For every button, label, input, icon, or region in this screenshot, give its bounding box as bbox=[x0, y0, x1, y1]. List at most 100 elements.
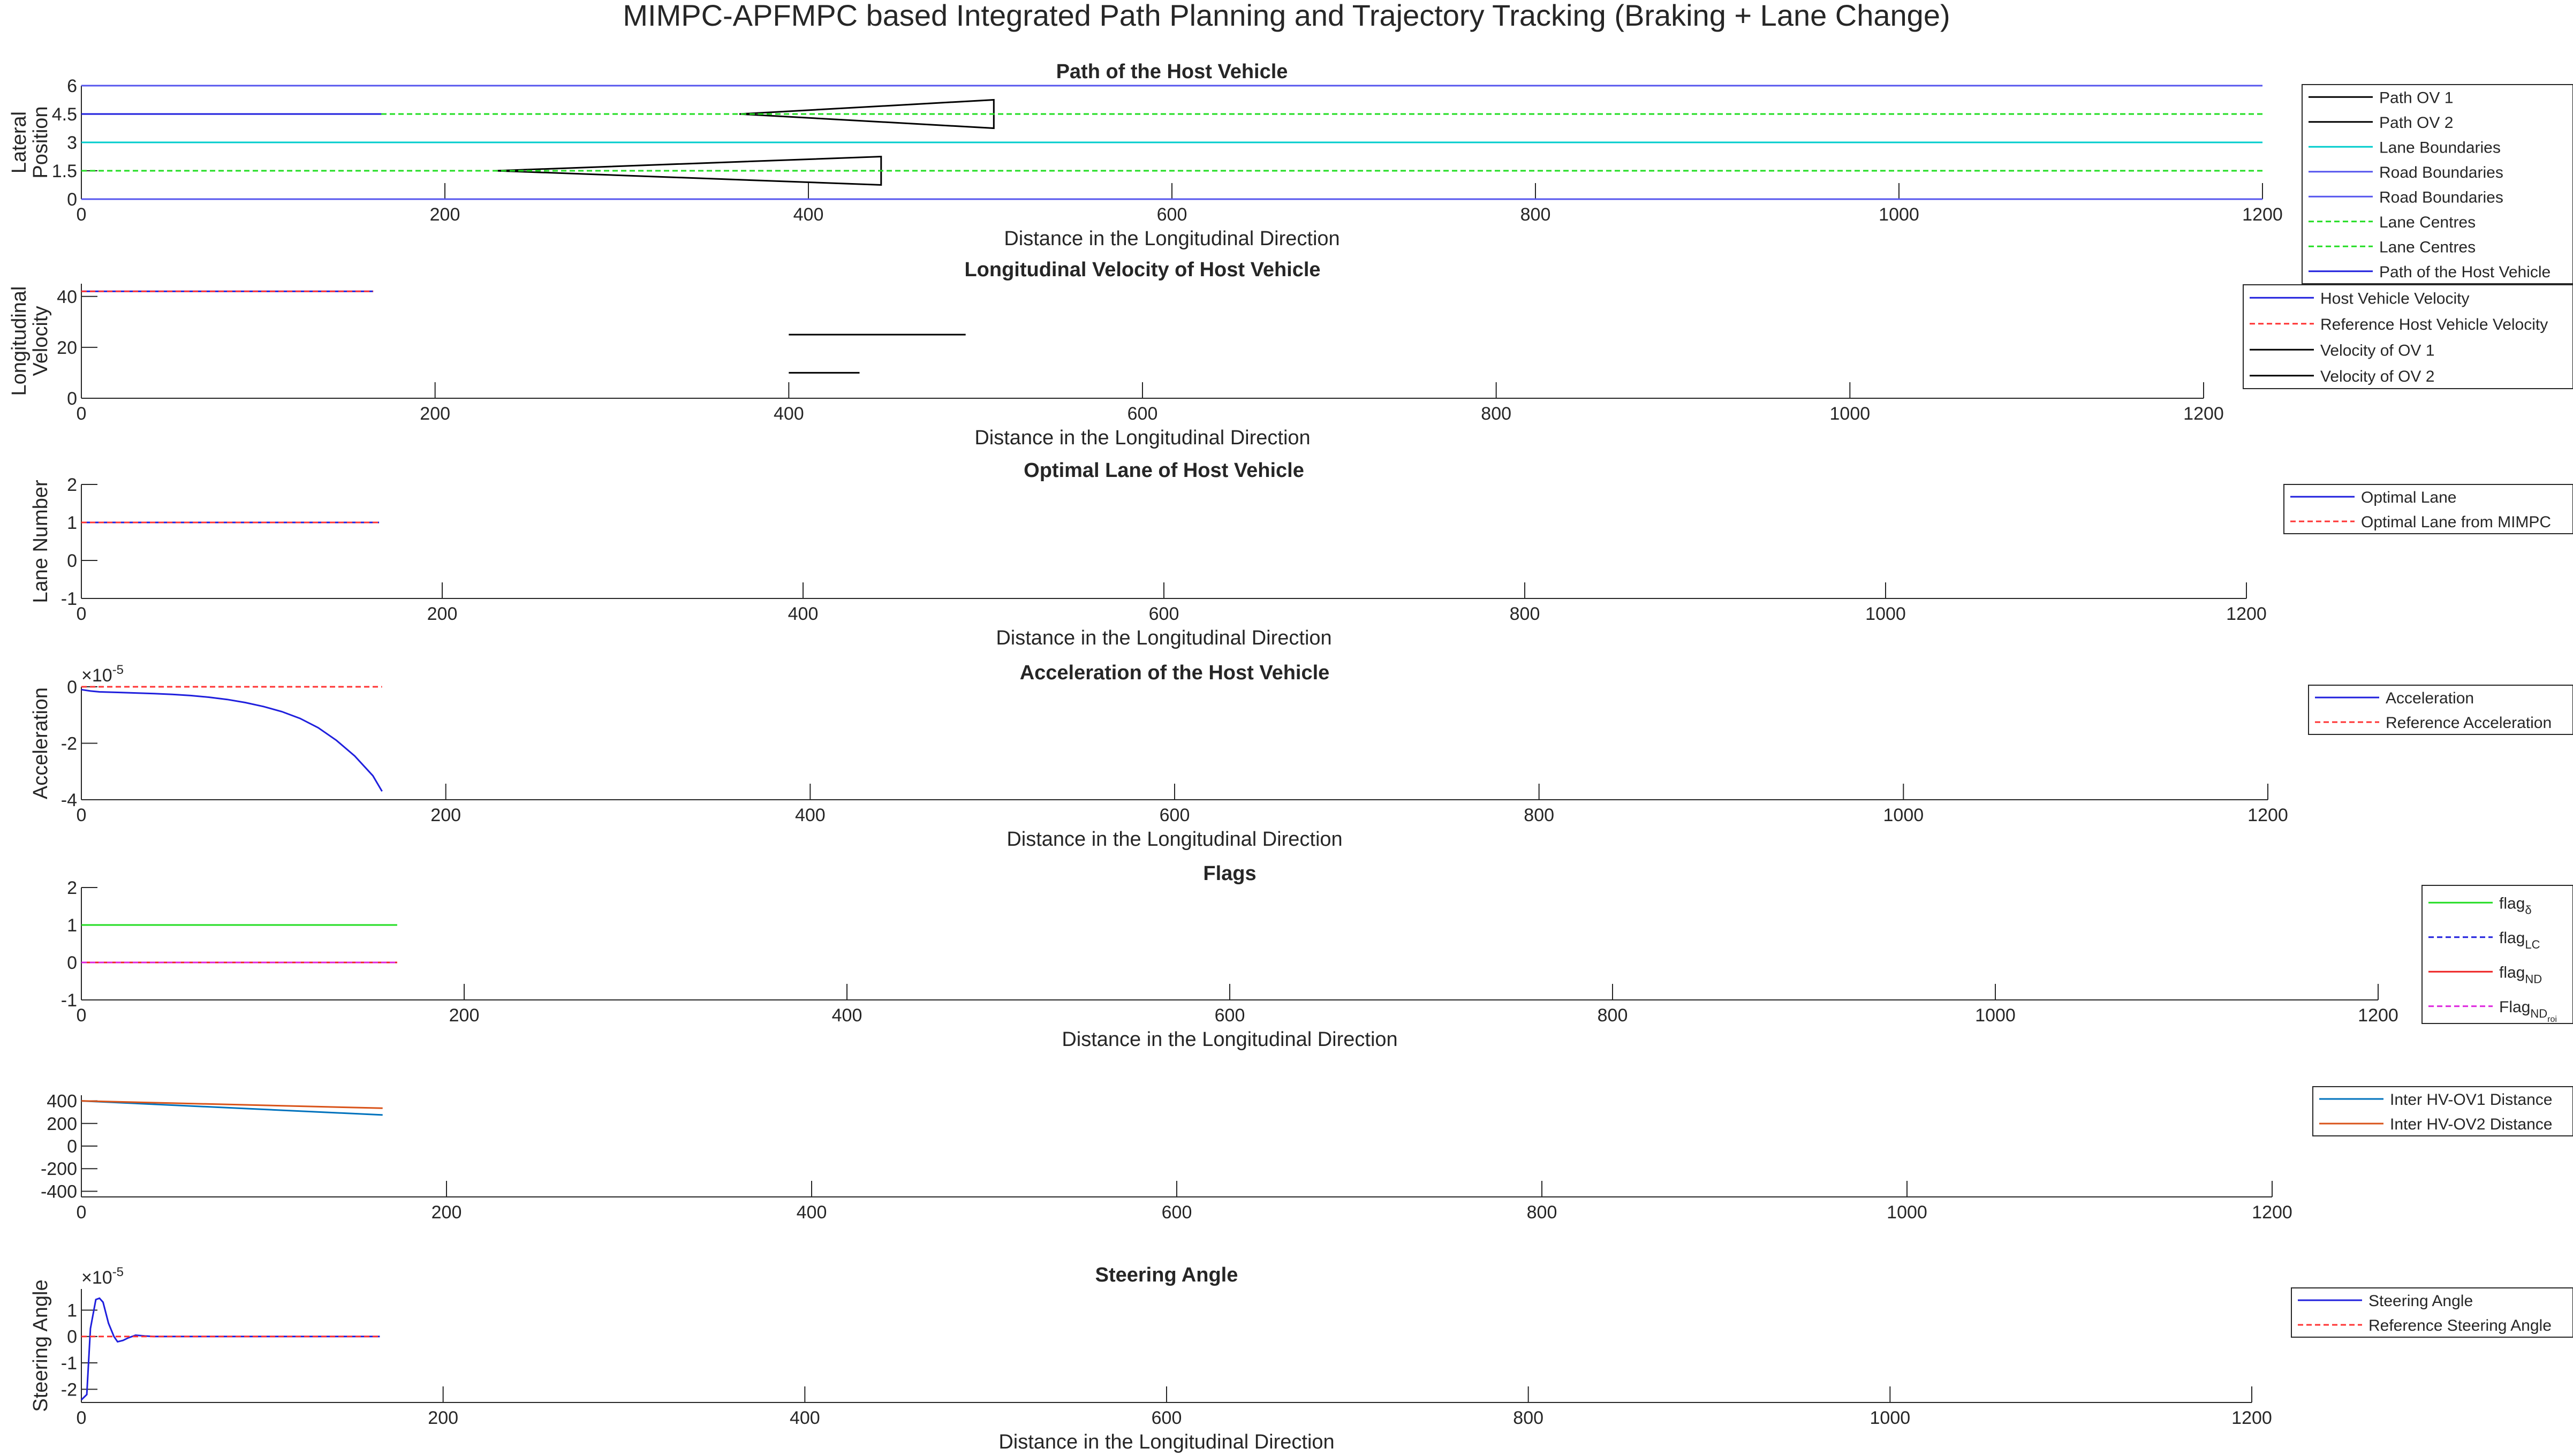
subplot-7: 0 200 400 600 800 1000 1200-2-101×10-5 Steering… bbox=[29, 1264, 2573, 1453]
x-tick-label: 800 bbox=[1527, 1202, 1557, 1223]
x-tick-label: 0 bbox=[77, 204, 87, 225]
x-tick-label: 800 bbox=[1513, 1408, 1543, 1428]
x-axis-label: Distance in the Longitudinal Direction bbox=[996, 627, 1331, 649]
y-tick-label: -4 bbox=[61, 790, 77, 810]
legend-entry: Lane Centres bbox=[2379, 214, 2476, 231]
y-tick-label: -2 bbox=[61, 734, 77, 754]
subplot-4: 0 200 400 600 800 1000 1200-4-20×10-5 Accelerat… bbox=[29, 662, 2573, 851]
x-tick-label: 200 bbox=[427, 604, 458, 624]
legend-entry-subscript: LC bbox=[2525, 938, 2540, 951]
legend: Steering Angle Reference Steering Angle bbox=[2291, 1287, 2573, 1338]
x-tick-label: 800 bbox=[1520, 204, 1551, 225]
x-tick-label: 1000 bbox=[1865, 604, 1906, 624]
x-tick-label: 1000 bbox=[1975, 1005, 2016, 1026]
subplot-5: 0 200 400 600 800 1000 1200-1012FlagsDistance … bbox=[61, 862, 2573, 1051]
x-tick-label: 800 bbox=[1524, 805, 1554, 825]
y-tick-label: 200 bbox=[47, 1114, 77, 1134]
x-tick-label: 1000 bbox=[1879, 204, 1919, 225]
legend-entry: Path OV 1 bbox=[2379, 89, 2453, 107]
x-axis-label: Distance in the Longitudinal Direction bbox=[1007, 828, 1342, 851]
y-exponent-power: -5 bbox=[112, 1265, 124, 1279]
y-tick-label: 0 bbox=[67, 389, 77, 409]
y-tick-label: 1.5 bbox=[52, 161, 77, 181]
x-tick-label: 1200 bbox=[2231, 1408, 2272, 1428]
y-axis-label: Acceleration bbox=[29, 687, 52, 799]
x-tick-label: 1000 bbox=[1887, 1202, 1927, 1223]
y-tick-label: 4.5 bbox=[52, 104, 77, 125]
x-tick-label: 0 bbox=[77, 604, 87, 624]
y-tick-label: 20 bbox=[57, 338, 77, 358]
legend-entry-subscript: ND bbox=[2525, 972, 2542, 985]
x-tick-label: 0 bbox=[77, 1408, 87, 1428]
legend-entry-subscript: δ bbox=[2525, 903, 2531, 916]
y-axis-label: Lane Number bbox=[29, 480, 52, 603]
x-tick-label: 0 bbox=[77, 1202, 87, 1223]
y-tick-label: 0 bbox=[67, 1136, 77, 1157]
legend-box bbox=[2312, 1086, 2573, 1136]
y-tick-label: -1 bbox=[61, 589, 77, 609]
subplot-title: Acceleration of the Host Vehicle bbox=[1020, 662, 1330, 684]
x-tick-label: 200 bbox=[420, 404, 450, 424]
x-tick-label: 400 bbox=[793, 204, 824, 225]
x-tick-label: 600 bbox=[1160, 805, 1190, 825]
x-tick-label: 400 bbox=[832, 1005, 862, 1026]
x-tick-label: 1000 bbox=[1870, 1408, 1911, 1428]
x-axis-label: Distance in the Longitudinal Direction bbox=[974, 427, 1310, 449]
y-axis-label: Longitudinal bbox=[8, 286, 31, 396]
legend-entry: Road Boundaries bbox=[2379, 164, 2503, 181]
subplot-2: 0 200 400 600 800 1000 1200 0 20 40 Longitudinal V… bbox=[8, 259, 2573, 449]
y-tick-label: -1 bbox=[61, 1353, 77, 1374]
subplot-title: Path of the Host Vehicle bbox=[1056, 60, 1288, 83]
x-tick-label: 800 bbox=[1481, 404, 1511, 424]
legend-entry: Lane Centres bbox=[2379, 238, 2476, 256]
y-axis-label: Position bbox=[29, 106, 52, 178]
x-tick-label: 600 bbox=[1127, 404, 1158, 424]
legend: Path OV 1 Path OV 2 Lane Boundaries Road Bo… bbox=[2302, 84, 2573, 284]
x-tick-label: 0 bbox=[77, 1005, 87, 1026]
series-line-1 bbox=[81, 1100, 383, 1116]
x-tick-label: 800 bbox=[1510, 604, 1540, 624]
legend-entry: Optimal Lane from MIMPC bbox=[2361, 513, 2551, 531]
x-tick-label: 1000 bbox=[1883, 805, 1924, 825]
y-tick-label: 40 bbox=[57, 287, 77, 307]
y-tick-label: 1 bbox=[67, 1300, 77, 1321]
y-axis-label: Lateral bbox=[8, 111, 31, 173]
legend-entry: Reference Acceleration bbox=[2386, 714, 2552, 732]
x-tick-label: 200 bbox=[449, 1005, 480, 1026]
x-axis-label: Distance in the Longitudinal Direction bbox=[1062, 1028, 1397, 1051]
y-tick-label: 0 bbox=[67, 551, 77, 571]
subplot-title: Flags bbox=[1203, 862, 1256, 885]
legend: Host Vehicle Velocity Reference Host Vehi… bbox=[2243, 284, 2573, 389]
y-tick-label: 2 bbox=[67, 475, 77, 495]
legend: Inter HV-OV1 Distance Inter HV-OV2 Distan… bbox=[2312, 1086, 2573, 1136]
x-tick-label: 0 bbox=[77, 404, 87, 424]
figure-title: MIMPC-APFMPC based Integrated Path Plann… bbox=[623, 0, 1950, 32]
legend-entry: Host Vehicle Velocity bbox=[2320, 290, 2469, 307]
x-tick-label: 1200 bbox=[2183, 404, 2224, 424]
y-tick-label: 0 bbox=[67, 189, 77, 210]
y-tick-label: 2 bbox=[67, 878, 77, 898]
x-tick-label: 200 bbox=[430, 805, 461, 825]
y-axis-label: Velocity bbox=[29, 306, 52, 376]
subplot-title: Steering Angle bbox=[1095, 1264, 1238, 1286]
legend-entry: Reference Host Vehicle Velocity bbox=[2320, 316, 2548, 333]
x-tick-label: 0 bbox=[77, 805, 87, 825]
y-tick-label: -400 bbox=[41, 1181, 77, 1202]
series-line-2 bbox=[81, 1100, 383, 1109]
legend-entry: Steering Angle bbox=[2368, 1292, 2473, 1310]
x-tick-label: 600 bbox=[1162, 1202, 1192, 1223]
subplot-title: Optimal Lane of Host Vehicle bbox=[1024, 459, 1304, 482]
x-tick-label: 1200 bbox=[2358, 1005, 2398, 1026]
y-axis-label: Steering Angle bbox=[29, 1279, 52, 1412]
x-tick-label: 1000 bbox=[1830, 404, 1871, 424]
x-tick-label: 200 bbox=[432, 1202, 462, 1223]
x-tick-label: 400 bbox=[774, 404, 804, 424]
legend-entry: Velocity of OV 2 bbox=[2320, 368, 2434, 385]
x-tick-label: 600 bbox=[1149, 604, 1179, 624]
legend-entry: Road Boundaries bbox=[2379, 188, 2503, 206]
legend-box bbox=[2421, 885, 2573, 1024]
